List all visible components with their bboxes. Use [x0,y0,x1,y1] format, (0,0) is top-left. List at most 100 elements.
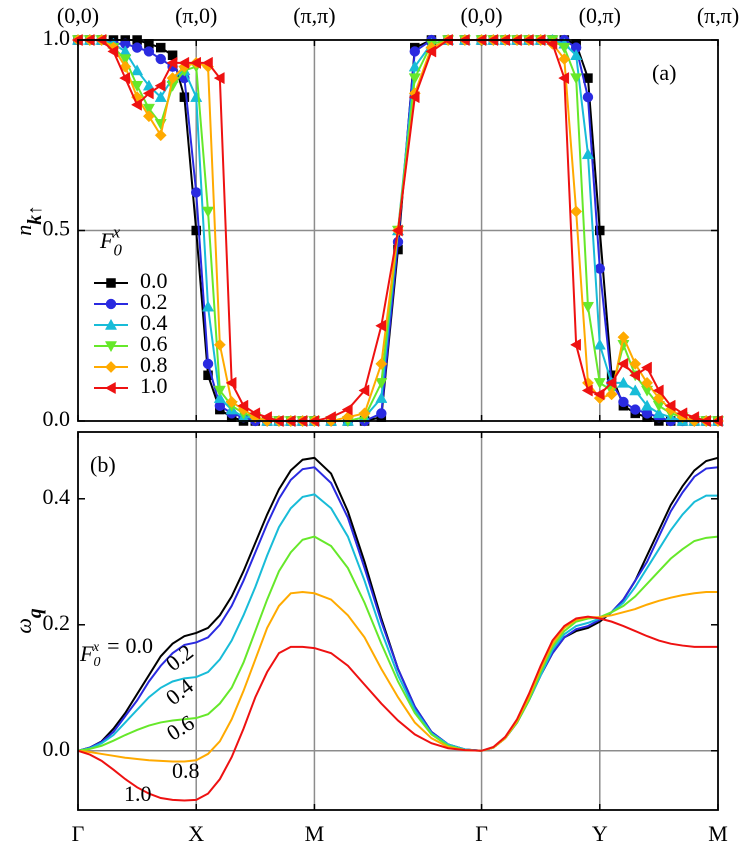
marker [213,385,226,397]
marker [676,407,688,420]
marker [191,187,202,198]
marker [581,301,595,313]
x-tick-label: (π,π) [293,3,335,28]
marker [593,388,605,401]
x-tick-label: (π,0) [175,3,217,28]
x-tick-label: (π,π) [697,3,739,28]
x-tick-label: X [188,821,204,846]
x-tick-label: Γ [72,821,85,846]
marker [142,103,155,115]
marker [375,319,387,332]
x-tick-label: M [305,821,325,846]
marker [581,148,595,160]
legend-marker [104,341,118,353]
marker [570,49,583,60]
marker [408,91,420,104]
curve-value: 0.0 [125,633,152,658]
x-tick-label: Y [592,821,608,846]
marker [142,87,154,100]
marker [131,42,143,53]
marker [605,388,618,401]
legend-title: F0x [99,222,122,259]
y-axis-label: nk↑ [11,205,45,236]
marker [652,384,664,397]
series-line [77,591,718,763]
marker [155,53,166,65]
marker [570,205,583,218]
marker [688,411,700,424]
series-line [77,493,718,752]
subscript: q [24,608,45,618]
marker [605,376,617,389]
legend-marker [104,318,118,330]
marker [341,403,353,416]
marker [358,407,371,420]
marker [629,357,642,370]
x-tick-label: M [708,821,728,846]
marker [652,407,665,419]
marker [570,73,583,85]
legend-marker [105,298,117,310]
marker [143,46,155,57]
marker [618,396,629,408]
marker [142,110,155,123]
marker [581,384,593,397]
legend-marker [106,278,116,288]
legend-label: 1.0 [140,373,168,398]
x-tick-label: (0,0) [57,3,99,28]
x-tick-label: Γ [475,821,488,846]
x-tick-label: (0,π) [579,3,621,28]
curve-label: 0.4 [161,673,198,710]
curve-value: 0.8 [172,758,200,783]
marker [191,225,201,236]
curve-label: 0.6 [162,710,199,746]
marker [558,53,571,66]
y-tick-label: 0.5 [43,216,71,241]
marker [202,358,214,370]
symbol: ω [11,618,36,634]
marker [375,392,388,403]
legend-label: 0.4 [140,310,168,335]
legend-marker [104,381,116,395]
legend-label: 0.2 [140,289,168,314]
marker [166,72,179,85]
plot-frame [77,431,719,811]
marker [225,376,237,389]
marker [375,357,388,370]
marker [154,91,167,102]
legend-label: 0.8 [140,352,168,377]
marker [641,376,654,389]
marker [130,98,142,111]
marker [225,395,238,408]
marker [630,404,641,415]
y-tick-label: 0.0 [43,406,71,431]
symbol: n [11,225,36,236]
marker [595,225,605,236]
marker [425,45,437,58]
marker [558,72,570,85]
panel-label: (a) [652,60,676,85]
marker [237,399,249,412]
legend-label: 0.0 [140,268,168,293]
symbol: F [99,228,114,253]
y-axis-label: ωq [11,608,45,634]
y-tick-label: 1.0 [43,25,71,50]
marker [629,369,641,382]
marker [594,263,605,274]
curve-value: 0.4 [161,673,198,710]
marker [107,45,119,58]
marker [201,206,215,218]
marker [617,331,630,344]
marker [593,378,606,390]
marker [375,378,388,390]
series-line [77,535,719,752]
equals: = [107,633,119,658]
marker [178,56,190,69]
marker [119,54,132,66]
legend-marker [105,361,117,373]
marker [641,399,654,411]
marker [260,411,272,424]
curve-label: 1.0 [124,781,152,806]
curve-value: 1.0 [124,781,152,806]
